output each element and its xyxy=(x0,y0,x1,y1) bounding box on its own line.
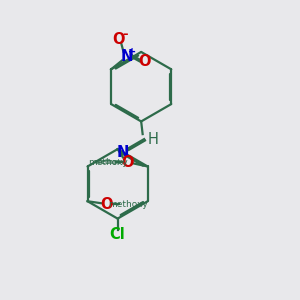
Text: methoxy: methoxy xyxy=(94,159,125,165)
Text: Cl: Cl xyxy=(110,227,125,242)
Text: methoxy: methoxy xyxy=(108,200,148,209)
Text: -: - xyxy=(122,28,128,41)
Text: N: N xyxy=(120,50,133,64)
Text: O: O xyxy=(112,32,124,47)
Text: +: + xyxy=(128,47,136,57)
Text: N: N xyxy=(117,145,129,160)
Text: H: H xyxy=(148,132,159,147)
Text: methoxy: methoxy xyxy=(88,158,128,166)
Text: O: O xyxy=(138,54,150,69)
Text: O: O xyxy=(122,154,134,169)
Text: methyl: methyl xyxy=(95,159,120,165)
Text: O: O xyxy=(100,197,113,212)
